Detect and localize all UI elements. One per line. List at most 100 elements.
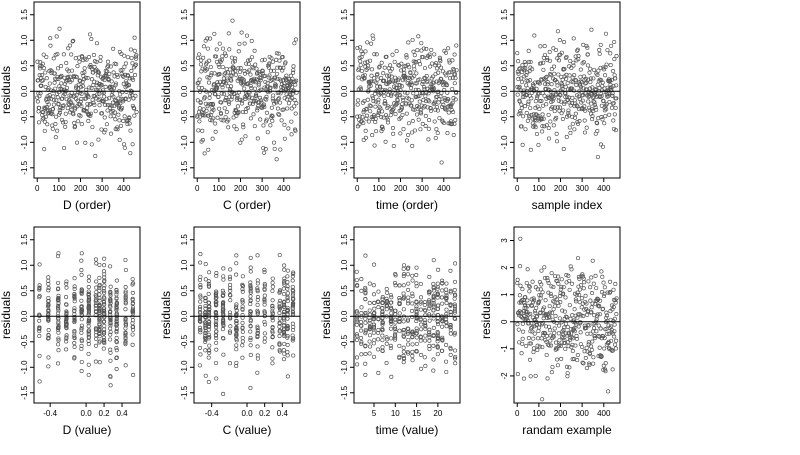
data-point xyxy=(586,340,591,345)
data-point xyxy=(75,64,80,69)
data-point xyxy=(440,319,445,324)
data-point xyxy=(79,359,84,365)
y-tick-label: 1.0 xyxy=(20,34,29,46)
data-point xyxy=(64,88,69,93)
data-point xyxy=(355,319,360,324)
data-point xyxy=(93,257,98,262)
x-tick-label: 300 xyxy=(95,184,109,193)
data-point xyxy=(63,124,68,129)
data-point xyxy=(417,62,423,67)
data-point xyxy=(526,101,531,106)
data-point xyxy=(430,74,436,79)
data-point xyxy=(431,303,436,308)
data-point xyxy=(410,335,415,340)
data-point xyxy=(291,270,296,275)
data-points xyxy=(515,236,619,402)
data-point xyxy=(290,274,295,279)
x-axis-title: D (value) xyxy=(63,423,112,437)
y-tick-label: -1.5 xyxy=(180,160,189,174)
y-axis-title: residuals xyxy=(319,291,333,339)
data-point xyxy=(598,65,603,70)
data-point xyxy=(383,139,388,144)
data-point xyxy=(401,345,406,350)
data-point xyxy=(255,330,260,336)
data-point xyxy=(248,72,253,77)
data-point xyxy=(79,323,84,328)
data-point xyxy=(426,126,431,131)
data-point xyxy=(451,68,456,73)
data-point xyxy=(580,360,585,365)
data-point xyxy=(207,304,212,309)
data-point xyxy=(197,310,203,315)
data-point xyxy=(448,352,453,357)
data-point xyxy=(405,349,410,355)
data-point xyxy=(196,110,202,115)
data-point xyxy=(388,326,393,331)
data-point xyxy=(72,344,77,349)
data-point xyxy=(197,319,202,324)
data-point xyxy=(131,77,136,82)
data-point xyxy=(410,342,415,347)
data-point xyxy=(526,336,531,341)
data-point xyxy=(215,82,221,87)
data-point xyxy=(97,292,102,297)
data-point xyxy=(546,280,551,286)
data-point xyxy=(604,313,610,318)
data-point xyxy=(558,287,563,292)
data-point xyxy=(444,311,449,317)
data-point xyxy=(86,309,91,314)
data-point xyxy=(227,67,232,72)
data-point xyxy=(127,76,132,81)
data-point xyxy=(112,110,117,115)
data-point xyxy=(281,323,286,328)
data-point xyxy=(234,336,239,341)
data-point xyxy=(258,98,263,103)
data-point xyxy=(262,331,267,336)
data-point xyxy=(87,318,92,323)
data-point xyxy=(576,53,581,59)
data-point xyxy=(548,119,553,124)
data-point xyxy=(518,111,523,116)
data-point xyxy=(540,129,545,134)
data-point xyxy=(102,275,107,280)
data-point xyxy=(380,320,385,325)
data-point xyxy=(71,112,76,117)
data-point xyxy=(285,106,290,111)
data-point xyxy=(42,128,47,133)
data-point xyxy=(123,332,128,337)
data-point xyxy=(535,95,540,100)
data-point xyxy=(387,89,392,94)
data-point xyxy=(202,151,207,156)
data-point xyxy=(85,105,90,110)
data-point xyxy=(132,48,137,53)
data-point xyxy=(62,91,67,97)
data-point xyxy=(608,62,613,68)
data-point xyxy=(87,274,92,279)
data-point xyxy=(515,51,520,56)
data-point xyxy=(72,306,77,311)
data-point xyxy=(95,92,100,97)
data-point xyxy=(554,139,560,144)
x-axis-title: C (order) xyxy=(223,198,271,212)
data-point xyxy=(43,114,48,119)
data-point xyxy=(270,329,275,334)
data-point xyxy=(294,101,299,106)
data-point xyxy=(582,104,587,109)
data-point xyxy=(370,33,375,38)
data-point xyxy=(580,272,585,277)
data-point xyxy=(114,321,119,326)
data-point xyxy=(419,111,424,116)
data-point xyxy=(97,103,102,108)
data-point xyxy=(599,269,604,274)
data-point xyxy=(238,140,243,145)
data-point xyxy=(214,340,219,345)
data-point xyxy=(82,70,87,75)
data-point xyxy=(102,256,107,261)
data-point xyxy=(212,82,217,87)
data-point xyxy=(94,261,99,266)
data-point xyxy=(57,26,62,31)
data-point xyxy=(527,284,532,289)
data-point xyxy=(588,331,593,336)
data-point xyxy=(433,61,439,66)
data-point xyxy=(401,283,406,288)
